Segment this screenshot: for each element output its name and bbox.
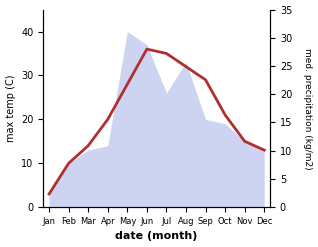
X-axis label: date (month): date (month) [115, 231, 198, 242]
Y-axis label: max temp (C): max temp (C) [5, 75, 16, 142]
Y-axis label: med. precipitation (kg/m2): med. precipitation (kg/m2) [303, 48, 313, 169]
